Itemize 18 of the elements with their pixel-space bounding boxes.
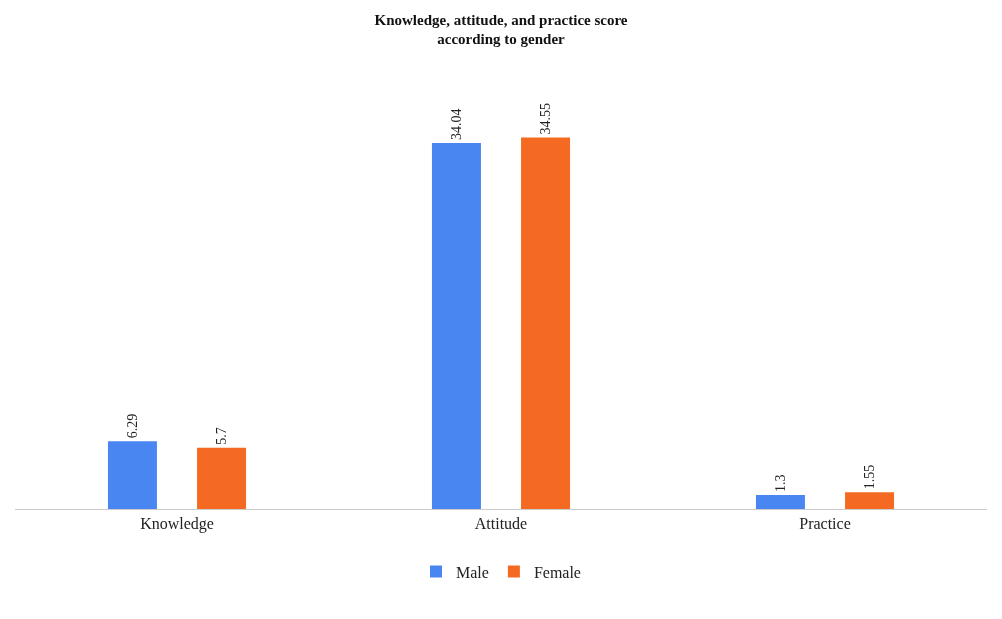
data-label: 1.55 [862, 464, 878, 490]
data-label: 34.55 [538, 102, 554, 135]
chart-title: Knowledge, attitude, and practice score according to gender [374, 11, 628, 48]
data-label: 6.29 [124, 413, 140, 439]
data-label: 5.7 [214, 427, 230, 445]
data-label: 34.04 [448, 108, 464, 140]
x-tick-label: Attitude [474, 515, 528, 533]
bar [431, 142, 481, 509]
bar [521, 137, 571, 509]
bar [845, 492, 895, 509]
legend-label: Male [456, 563, 489, 581]
legend-label: Female [533, 563, 581, 581]
x-tick-label: Knowledge [140, 515, 214, 534]
bar [197, 447, 247, 509]
bar [755, 495, 805, 509]
data-label: 1.3 [772, 474, 788, 493]
bar [107, 441, 157, 509]
x-tick-label: Practice [799, 515, 851, 533]
